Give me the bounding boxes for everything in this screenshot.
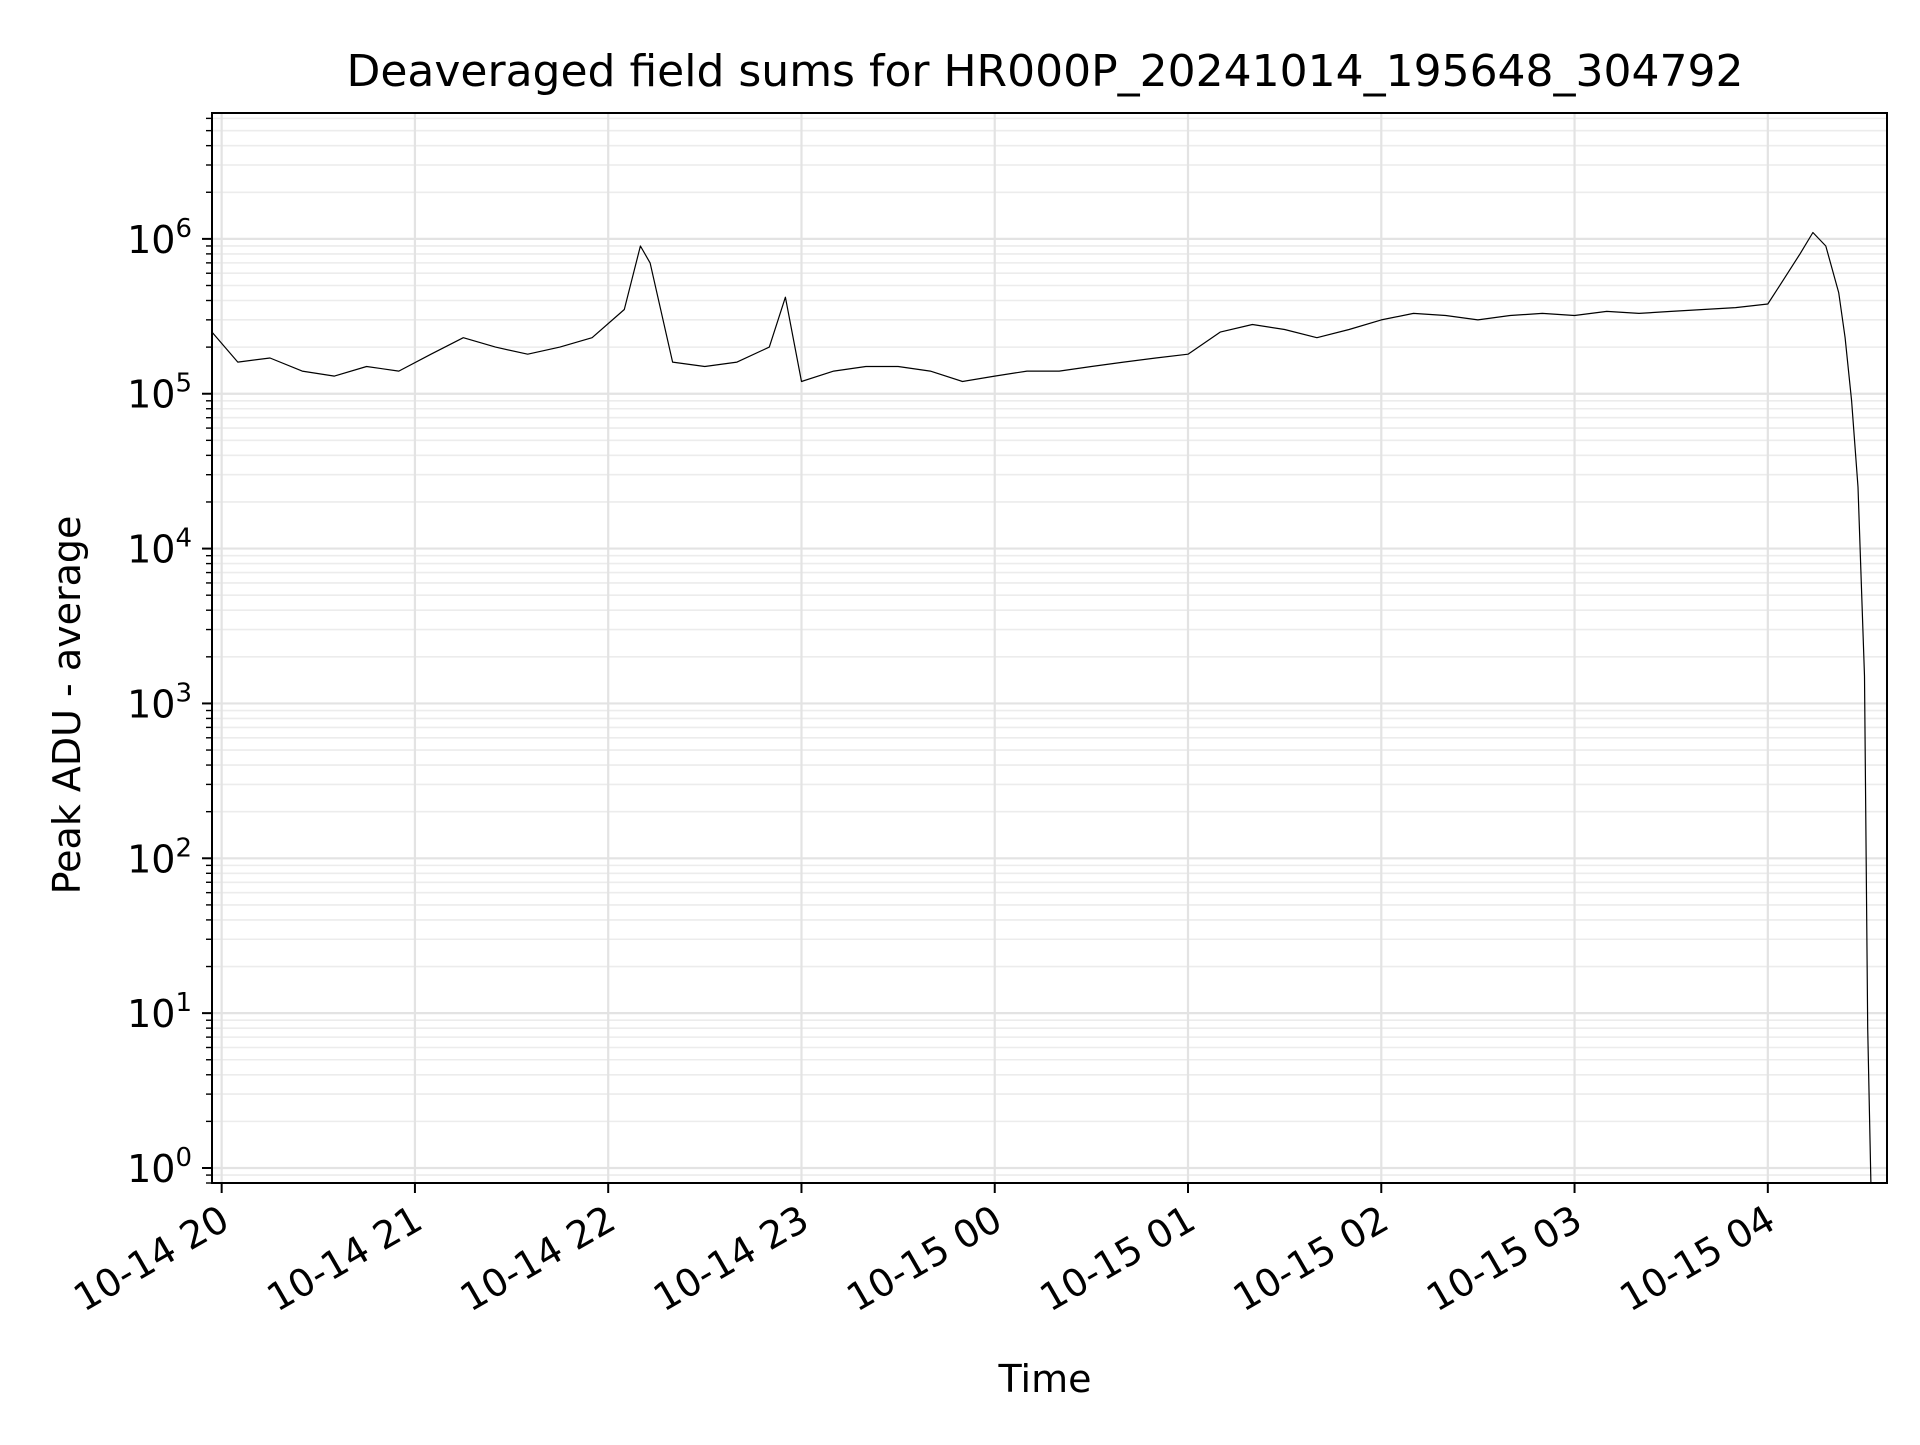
y-tick-label: 103 — [127, 678, 192, 726]
chart-title: Deaveraged field sums for HR000P_2024101… — [346, 46, 1743, 97]
x-tick-label: 10-14 21 — [259, 1197, 429, 1321]
grid — [212, 113, 1887, 1184]
y-tick-label: 101 — [127, 988, 192, 1036]
x-axis-label: Time — [998, 1357, 1092, 1401]
x-tick-label: 10-15 00 — [839, 1197, 1009, 1321]
x-tick-label: 10-15 03 — [1419, 1197, 1589, 1321]
y-tick-label: 106 — [127, 214, 192, 262]
x-tick-label: 10-14 22 — [453, 1197, 623, 1321]
series-line — [211, 231, 1872, 1184]
x-tick-label: 10-15 01 — [1033, 1197, 1203, 1321]
y-tick-label: 102 — [127, 833, 192, 881]
y-axis-label: Peak ADU - average — [45, 516, 89, 895]
series-layer — [211, 231, 1872, 1184]
x-tick-label: 10-14 20 — [66, 1197, 236, 1321]
y-tick-label: 100 — [127, 1143, 192, 1191]
x-tick-label: 10-15 04 — [1612, 1197, 1782, 1321]
x-tick-label: 10-15 02 — [1226, 1197, 1396, 1321]
x-tick-label: 10-14 23 — [646, 1197, 816, 1321]
y-tick-label: 105 — [127, 369, 192, 417]
plot-frame — [211, 112, 1888, 1184]
y-tick-label: 104 — [127, 524, 192, 572]
